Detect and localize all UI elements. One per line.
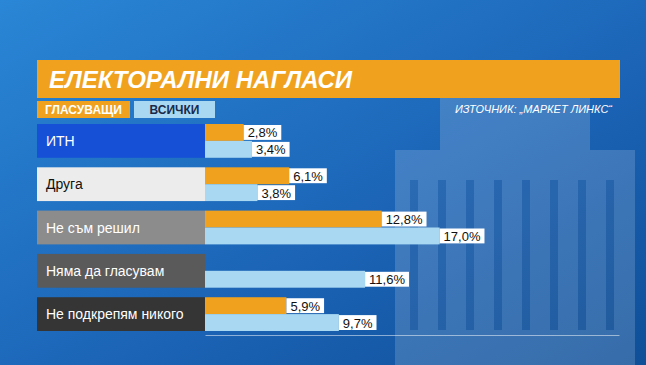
data-label: 5,9% bbox=[286, 298, 324, 313]
x-axis-line bbox=[206, 335, 620, 336]
bars bbox=[205, 124, 440, 331]
data-label: 11,6% bbox=[365, 272, 409, 287]
category-box bbox=[37, 211, 205, 245]
data-label-box bbox=[252, 142, 290, 157]
data-label-box bbox=[244, 125, 282, 140]
data-label-box bbox=[365, 272, 409, 287]
data-label: 12,8% bbox=[382, 212, 427, 227]
bar bbox=[205, 184, 257, 201]
bar bbox=[205, 167, 289, 184]
data-label-text: 3,8% bbox=[261, 186, 291, 201]
chart: ЕЛЕКТОРАЛНИ НАГЛАСИ ГЛАСУВАЩИ ВСИЧКИ ИЗТОЧН… bbox=[0, 0, 646, 365]
data-labels: 2,8% 6,1% 12,8% 5,9% 3,4% 3,8% 17,0% 11,6% 9,7% bbox=[244, 125, 485, 331]
legend-swatch bbox=[134, 101, 215, 118]
data-label-text: 11,6% bbox=[369, 272, 405, 287]
title-banner bbox=[37, 60, 620, 98]
data-label-text: 12,8% bbox=[386, 212, 423, 227]
category-label: Друга bbox=[46, 176, 83, 192]
data-label: 17,0% bbox=[440, 229, 485, 244]
title: ЕЛЕКТОРАЛНИ НАГЛАСИ bbox=[49, 66, 353, 93]
data-label-box bbox=[257, 185, 295, 200]
data-label-text: 17,0% bbox=[444, 229, 481, 244]
bar bbox=[205, 211, 382, 228]
category-box bbox=[37, 297, 205, 331]
category-label: ИТН bbox=[46, 133, 75, 149]
data-label-box bbox=[339, 315, 377, 330]
category-box bbox=[37, 167, 205, 201]
bar bbox=[205, 228, 440, 245]
data-label: 3,8% bbox=[257, 185, 295, 200]
data-label-text: 9,7% bbox=[343, 316, 373, 331]
bar bbox=[205, 297, 286, 314]
data-label-text: 5,9% bbox=[290, 299, 320, 314]
x-axis bbox=[206, 335, 620, 336]
bar bbox=[205, 271, 365, 288]
data-label: 6,1% bbox=[289, 168, 327, 183]
data-label-text: 6,1% bbox=[293, 169, 323, 184]
data-label: 9,7% bbox=[339, 315, 377, 330]
data-label-box bbox=[289, 168, 327, 183]
data-label-text: 3,4% bbox=[256, 142, 286, 157]
source: ИЗТОЧНИК: „МАРКЕТ ЛИНКС“ bbox=[455, 103, 613, 115]
data-label: 2,8% bbox=[244, 125, 282, 140]
legend-label: ГЛАСУВАЩИ bbox=[45, 103, 122, 117]
data-label: 3,4% bbox=[252, 142, 290, 157]
bar bbox=[205, 124, 244, 141]
data-label-text: 2,8% bbox=[248, 125, 278, 140]
bar bbox=[205, 314, 339, 331]
data-label-box bbox=[440, 229, 485, 244]
category-label: Не съм решил bbox=[46, 220, 140, 236]
legend-swatch bbox=[37, 101, 130, 118]
background bbox=[0, 0, 646, 365]
category-box bbox=[37, 254, 205, 288]
category-label: Няма да гласувам bbox=[46, 263, 164, 279]
legend-label: ВСИЧКИ bbox=[150, 103, 200, 117]
data-label-box bbox=[382, 212, 427, 227]
data-label-box bbox=[286, 298, 324, 313]
bar bbox=[205, 141, 252, 158]
category-box bbox=[37, 124, 205, 158]
category-label: Не подкрепям никого bbox=[46, 306, 184, 322]
